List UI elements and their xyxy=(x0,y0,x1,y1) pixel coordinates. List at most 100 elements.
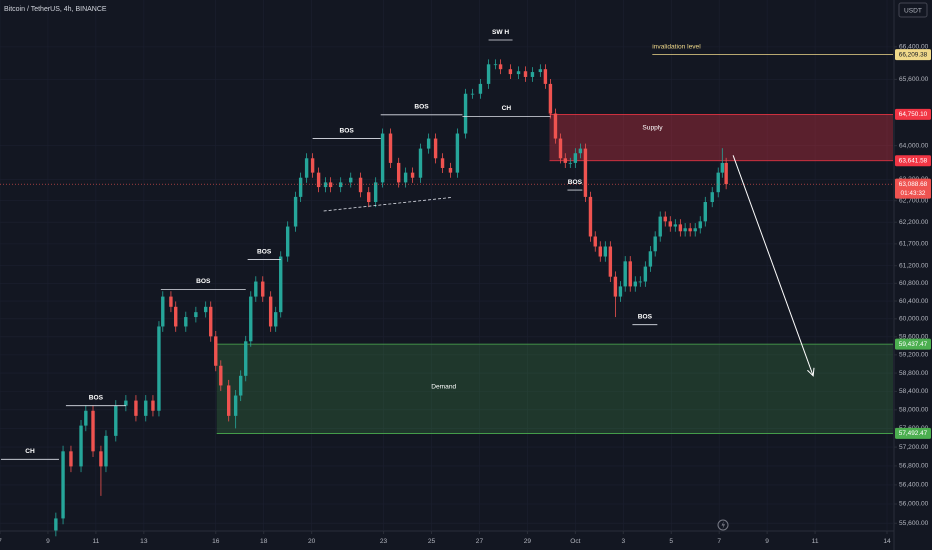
x-tick-label: 20 xyxy=(308,538,316,545)
candle-body xyxy=(530,72,535,77)
candle-body xyxy=(358,177,363,193)
candle-body xyxy=(151,400,155,411)
candle-body xyxy=(323,182,328,188)
candle-body xyxy=(214,336,218,366)
x-tick-label: 16 xyxy=(212,538,220,545)
structure-label: BOS xyxy=(257,248,272,255)
x-tick-label: 18 xyxy=(260,538,268,545)
candle-body xyxy=(203,306,208,313)
x-tick-label: 13 xyxy=(140,538,148,545)
candle-body xyxy=(380,133,385,183)
structure-label: CH xyxy=(502,105,512,112)
y-tick-label: 58,800.00 xyxy=(899,370,929,377)
candle-body xyxy=(463,93,468,134)
candle-body xyxy=(618,286,623,297)
countdown: 01:43:32 xyxy=(901,190,926,197)
candle-body xyxy=(628,261,632,287)
candle-body xyxy=(623,261,627,287)
candle-body xyxy=(144,400,148,416)
candle-body xyxy=(568,162,573,164)
candle-body xyxy=(134,400,138,416)
price-tag-label: 64,750.10 xyxy=(899,111,928,118)
candle-body xyxy=(157,326,161,411)
x-tick-label: 14 xyxy=(883,538,891,545)
x-tick-label: Oct xyxy=(570,538,580,545)
price-tag xyxy=(895,178,931,199)
candle-body xyxy=(328,182,333,188)
candle-body xyxy=(583,148,588,197)
structure-label: BOS xyxy=(89,394,104,401)
candle-body xyxy=(61,451,65,519)
candle-body xyxy=(683,228,687,232)
y-tick-label: 58,000.00 xyxy=(899,407,929,414)
candle-body xyxy=(403,172,408,183)
x-tick-label: 27 xyxy=(476,538,484,545)
y-tick-label: 66,400.00 xyxy=(899,44,929,51)
candle-body xyxy=(698,221,702,229)
candle-body xyxy=(448,167,453,173)
candle-body xyxy=(724,162,728,185)
candle-body xyxy=(643,266,648,282)
zone-label: Demand xyxy=(431,384,456,391)
currency: USDT xyxy=(904,7,922,14)
candle-body xyxy=(174,306,178,327)
candle-body xyxy=(388,133,393,163)
y-tick-label: 62,700.00 xyxy=(899,197,929,204)
chart-title: Bitcoin / TetherUS, 4h, BINANCE xyxy=(4,6,107,13)
structure-label: BOS xyxy=(638,313,653,320)
plot: Supply Demand CH BOS BOS BOS BOS BOS CH SW H BOS BO… xyxy=(0,29,894,537)
candle-body xyxy=(310,158,315,173)
candle-body xyxy=(410,172,415,178)
candle-body xyxy=(338,182,343,188)
price-tag-label: 66,209.38 xyxy=(899,51,928,58)
arrow-head xyxy=(807,367,815,377)
price-tag-label: 57,492.47 xyxy=(899,430,928,437)
candle-body xyxy=(673,224,678,227)
candle-body xyxy=(608,246,613,277)
candle-body xyxy=(538,69,543,73)
grid xyxy=(0,0,893,530)
candle-body xyxy=(161,296,165,327)
structure-label: BOS xyxy=(568,179,583,186)
candle-body xyxy=(219,365,223,386)
candle-body xyxy=(478,83,483,94)
candle-body xyxy=(633,281,637,287)
x-tick-label: 7 xyxy=(717,538,721,545)
axes: 66,400.0065,600.0064,000.0063,200.0062,7… xyxy=(0,44,929,545)
y-tick-label: 56,000.00 xyxy=(899,501,929,508)
candle-body xyxy=(169,296,173,307)
candle-body xyxy=(573,153,578,163)
candle-body xyxy=(653,236,657,252)
candle-body xyxy=(298,177,303,197)
candle-body xyxy=(124,400,128,406)
candle-body xyxy=(244,341,248,376)
x-tick-label: 5 xyxy=(669,538,673,545)
candle-body xyxy=(273,312,278,327)
candle-body xyxy=(249,296,253,342)
x-tick-label: 25 xyxy=(428,538,436,545)
x-tick-label: 9 xyxy=(765,538,769,545)
candle-body xyxy=(254,281,258,297)
candle-body xyxy=(426,138,431,149)
price-tag xyxy=(895,427,931,439)
candle-body xyxy=(716,172,720,193)
replay-icon[interactable] xyxy=(717,519,729,531)
y-tick-label: 65,600.00 xyxy=(899,76,929,83)
candle-body xyxy=(498,64,503,70)
price-tag-label: 63,641.58 xyxy=(899,157,928,164)
price-tag-label: 63,088.68 xyxy=(899,181,928,188)
candle-body xyxy=(603,246,608,257)
structure-label: BOS xyxy=(196,278,211,285)
candle-body xyxy=(440,158,445,168)
candle-body xyxy=(349,177,353,183)
x-tick-label: 9 xyxy=(46,538,50,545)
candle-body xyxy=(418,148,423,178)
candle-body xyxy=(563,158,567,163)
candle-body xyxy=(79,425,83,467)
candle-body xyxy=(578,148,583,154)
arrow xyxy=(732,155,814,376)
candle-body xyxy=(668,221,672,227)
candle-body xyxy=(238,375,243,396)
price-tag-label: 59,437.47 xyxy=(899,341,928,348)
